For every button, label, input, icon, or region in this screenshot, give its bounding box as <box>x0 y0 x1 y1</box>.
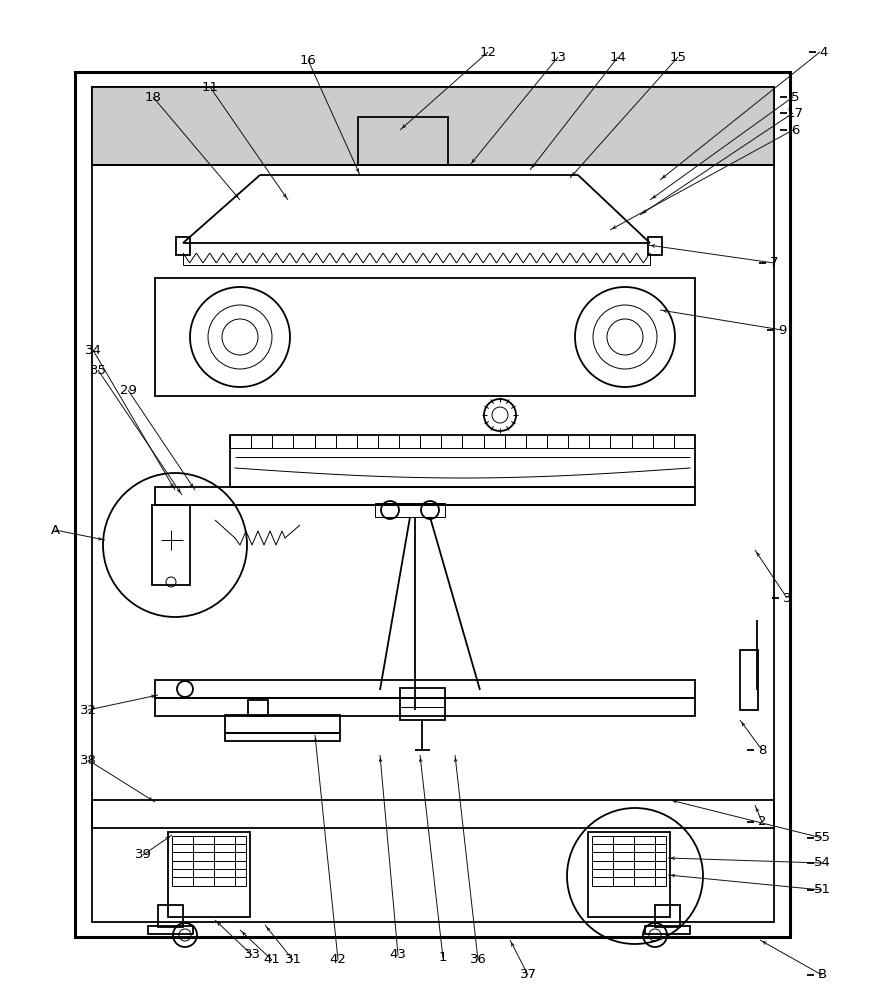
Bar <box>591 861 666 886</box>
Bar <box>155 278 695 396</box>
Bar <box>92 87 774 922</box>
Text: 5: 5 <box>790 91 798 104</box>
Text: 1: 1 <box>438 951 446 964</box>
Bar <box>230 435 695 487</box>
Text: A: A <box>50 524 60 536</box>
Text: 12: 12 <box>479 46 496 59</box>
Text: 34: 34 <box>84 344 102 357</box>
Bar <box>247 700 267 716</box>
Bar <box>358 117 447 165</box>
Text: 29: 29 <box>119 383 136 396</box>
Bar <box>75 72 789 937</box>
Text: 37: 37 <box>519 968 536 981</box>
Text: 7: 7 <box>769 256 777 269</box>
Text: 13: 13 <box>549 51 566 64</box>
Bar <box>588 832 669 917</box>
Bar <box>155 698 695 716</box>
Text: 35: 35 <box>89 363 106 376</box>
Bar <box>647 237 661 255</box>
Text: 51: 51 <box>813 884 830 896</box>
Text: 33: 33 <box>243 948 260 961</box>
Bar <box>225 733 339 741</box>
Text: 54: 54 <box>813 856 830 869</box>
Bar <box>148 926 193 934</box>
Text: 36: 36 <box>469 953 486 966</box>
Text: 16: 16 <box>299 54 316 67</box>
Text: 18: 18 <box>145 91 161 104</box>
Bar <box>175 237 189 255</box>
Text: 3: 3 <box>782 591 790 604</box>
Text: 14: 14 <box>609 51 625 64</box>
Text: 2: 2 <box>757 815 766 828</box>
Bar <box>739 650 757 710</box>
Text: 31: 31 <box>284 953 301 966</box>
Bar <box>225 715 339 733</box>
Bar <box>645 926 689 934</box>
Text: 6: 6 <box>790 124 798 137</box>
Text: 17: 17 <box>786 107 802 120</box>
Bar <box>155 680 695 698</box>
Text: 43: 43 <box>389 948 406 961</box>
Text: 55: 55 <box>813 831 830 844</box>
Text: 42: 42 <box>329 953 346 966</box>
Text: 11: 11 <box>201 81 218 94</box>
Text: 39: 39 <box>134 848 151 861</box>
Bar <box>654 905 679 927</box>
Bar <box>374 503 445 517</box>
Bar <box>591 836 666 861</box>
Bar <box>168 832 250 917</box>
Text: 32: 32 <box>80 704 96 716</box>
Bar <box>155 487 695 505</box>
Bar <box>172 836 246 861</box>
Text: 9: 9 <box>777 324 785 336</box>
Bar <box>158 905 182 927</box>
Text: 4: 4 <box>819 46 827 59</box>
Bar <box>152 505 189 585</box>
Bar <box>172 861 246 886</box>
Bar <box>92 800 774 828</box>
Text: 15: 15 <box>669 51 686 64</box>
Bar <box>92 87 774 165</box>
Text: B: B <box>816 968 825 981</box>
Text: 8: 8 <box>757 743 766 756</box>
Bar <box>400 688 445 720</box>
Text: 41: 41 <box>263 953 280 966</box>
Text: 38: 38 <box>80 754 96 766</box>
